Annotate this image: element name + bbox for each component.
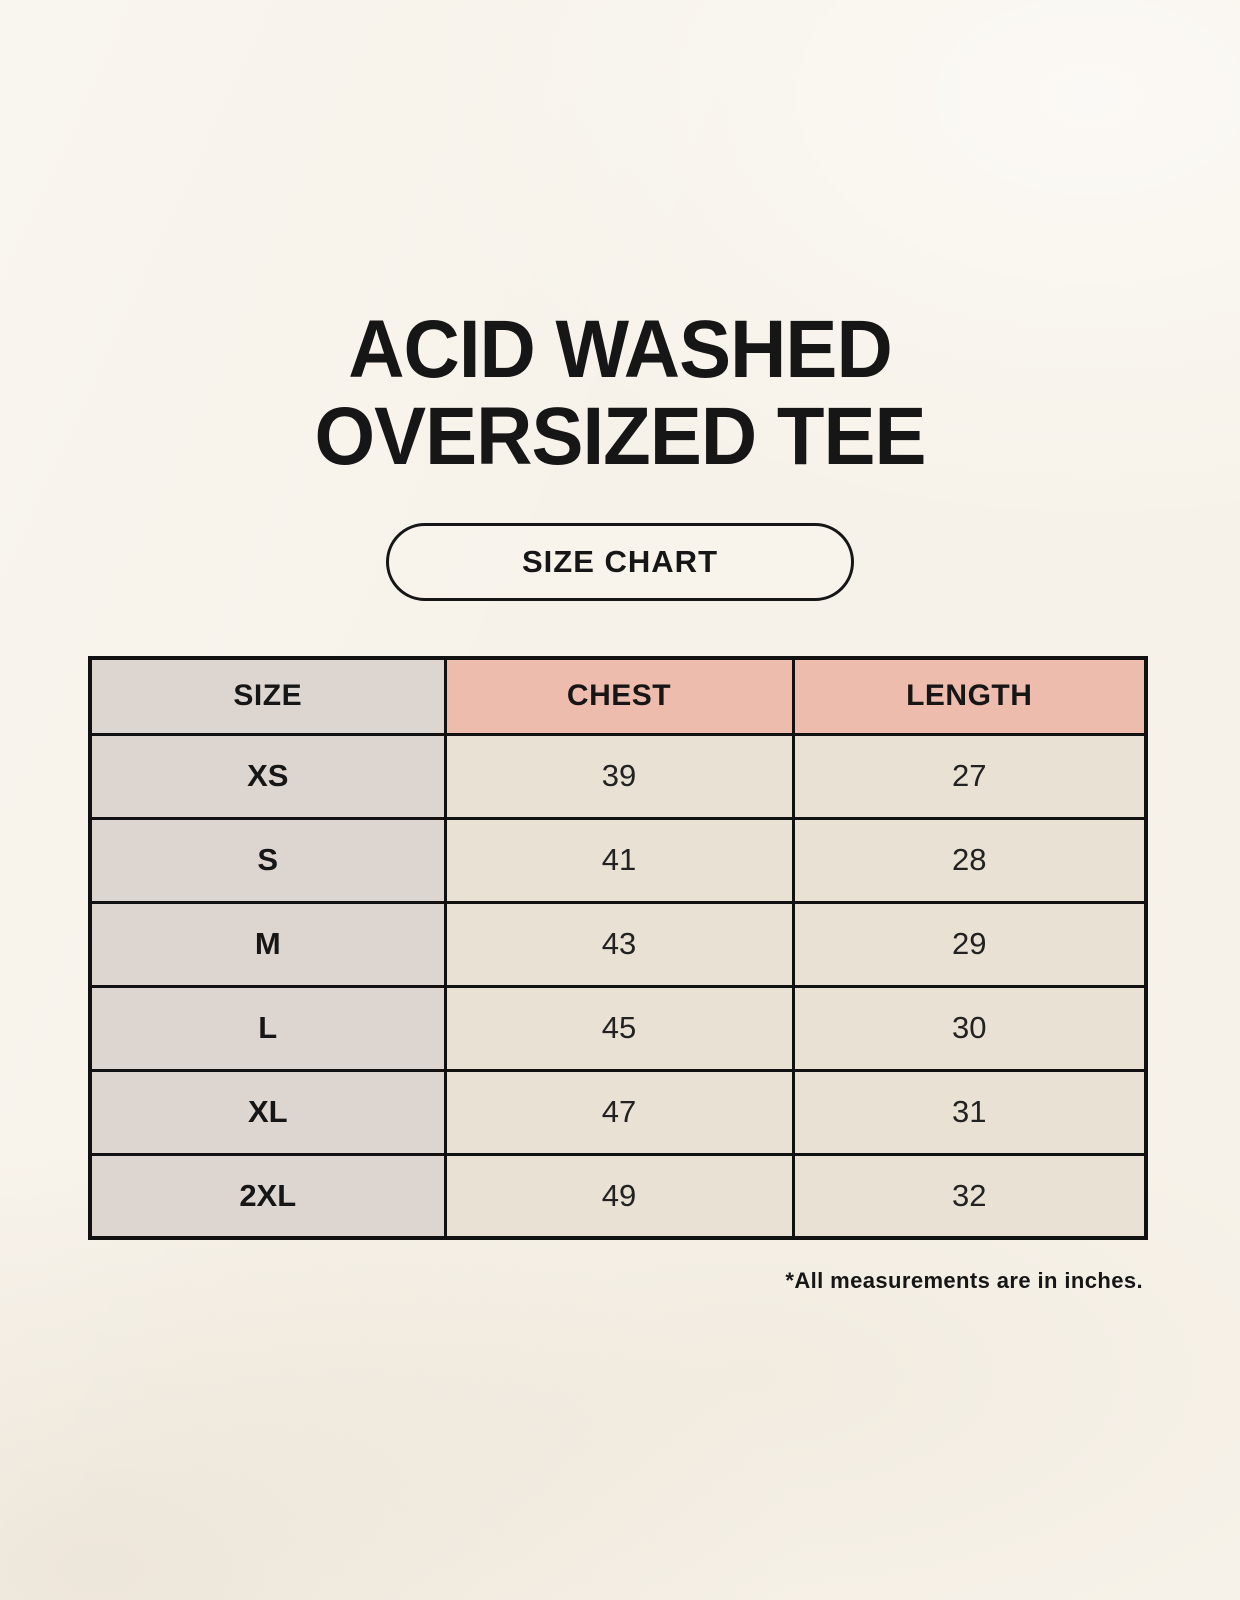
table-row: XS 39 27	[88, 732, 1148, 820]
table-row: M 43 29	[88, 900, 1148, 988]
column-header-chest: CHEST	[443, 656, 795, 736]
length-cell: 31	[791, 1068, 1148, 1156]
page-title-line-1: ACID WASHED	[348, 304, 892, 395]
length-cell: 28	[791, 816, 1148, 904]
table-row: 2XL 49 32	[88, 1152, 1148, 1240]
page-title-line-2: OVERSIZED TEE	[314, 391, 927, 482]
page-title: ACID WASHED OVERSIZED TEE	[31, 306, 1209, 480]
size-table: SIZE CHEST LENGTH XS 39 27 S 41 28 M 43 …	[88, 656, 1148, 1240]
size-cell: XS	[88, 732, 447, 820]
measurements-note: *All measurements are in inches.	[785, 1268, 1143, 1293]
size-cell: XL	[88, 1068, 447, 1156]
chest-cell: 43	[443, 900, 795, 988]
size-cell: L	[88, 984, 447, 1072]
column-header-size: SIZE	[88, 656, 447, 736]
table-row: S 41 28	[88, 816, 1148, 904]
length-cell: 32	[791, 1152, 1148, 1240]
table-row: L 45 30	[88, 984, 1148, 1072]
chest-cell: 41	[443, 816, 795, 904]
chest-cell: 39	[443, 732, 795, 820]
size-chart-button-label: SIZE CHART	[522, 544, 718, 579]
chest-cell: 49	[443, 1152, 795, 1240]
table-row: XL 47 31	[88, 1068, 1148, 1156]
size-cell: 2XL	[88, 1152, 447, 1240]
chest-cell: 47	[443, 1068, 795, 1156]
length-cell: 29	[791, 900, 1148, 988]
table-header-row: SIZE CHEST LENGTH	[88, 656, 1148, 736]
column-header-length: LENGTH	[791, 656, 1148, 736]
chest-cell: 45	[443, 984, 795, 1072]
size-cell: S	[88, 816, 447, 904]
size-cell: M	[88, 900, 447, 988]
size-chart-button[interactable]: SIZE CHART	[386, 523, 854, 601]
length-cell: 30	[791, 984, 1148, 1072]
length-cell: 27	[791, 732, 1148, 820]
